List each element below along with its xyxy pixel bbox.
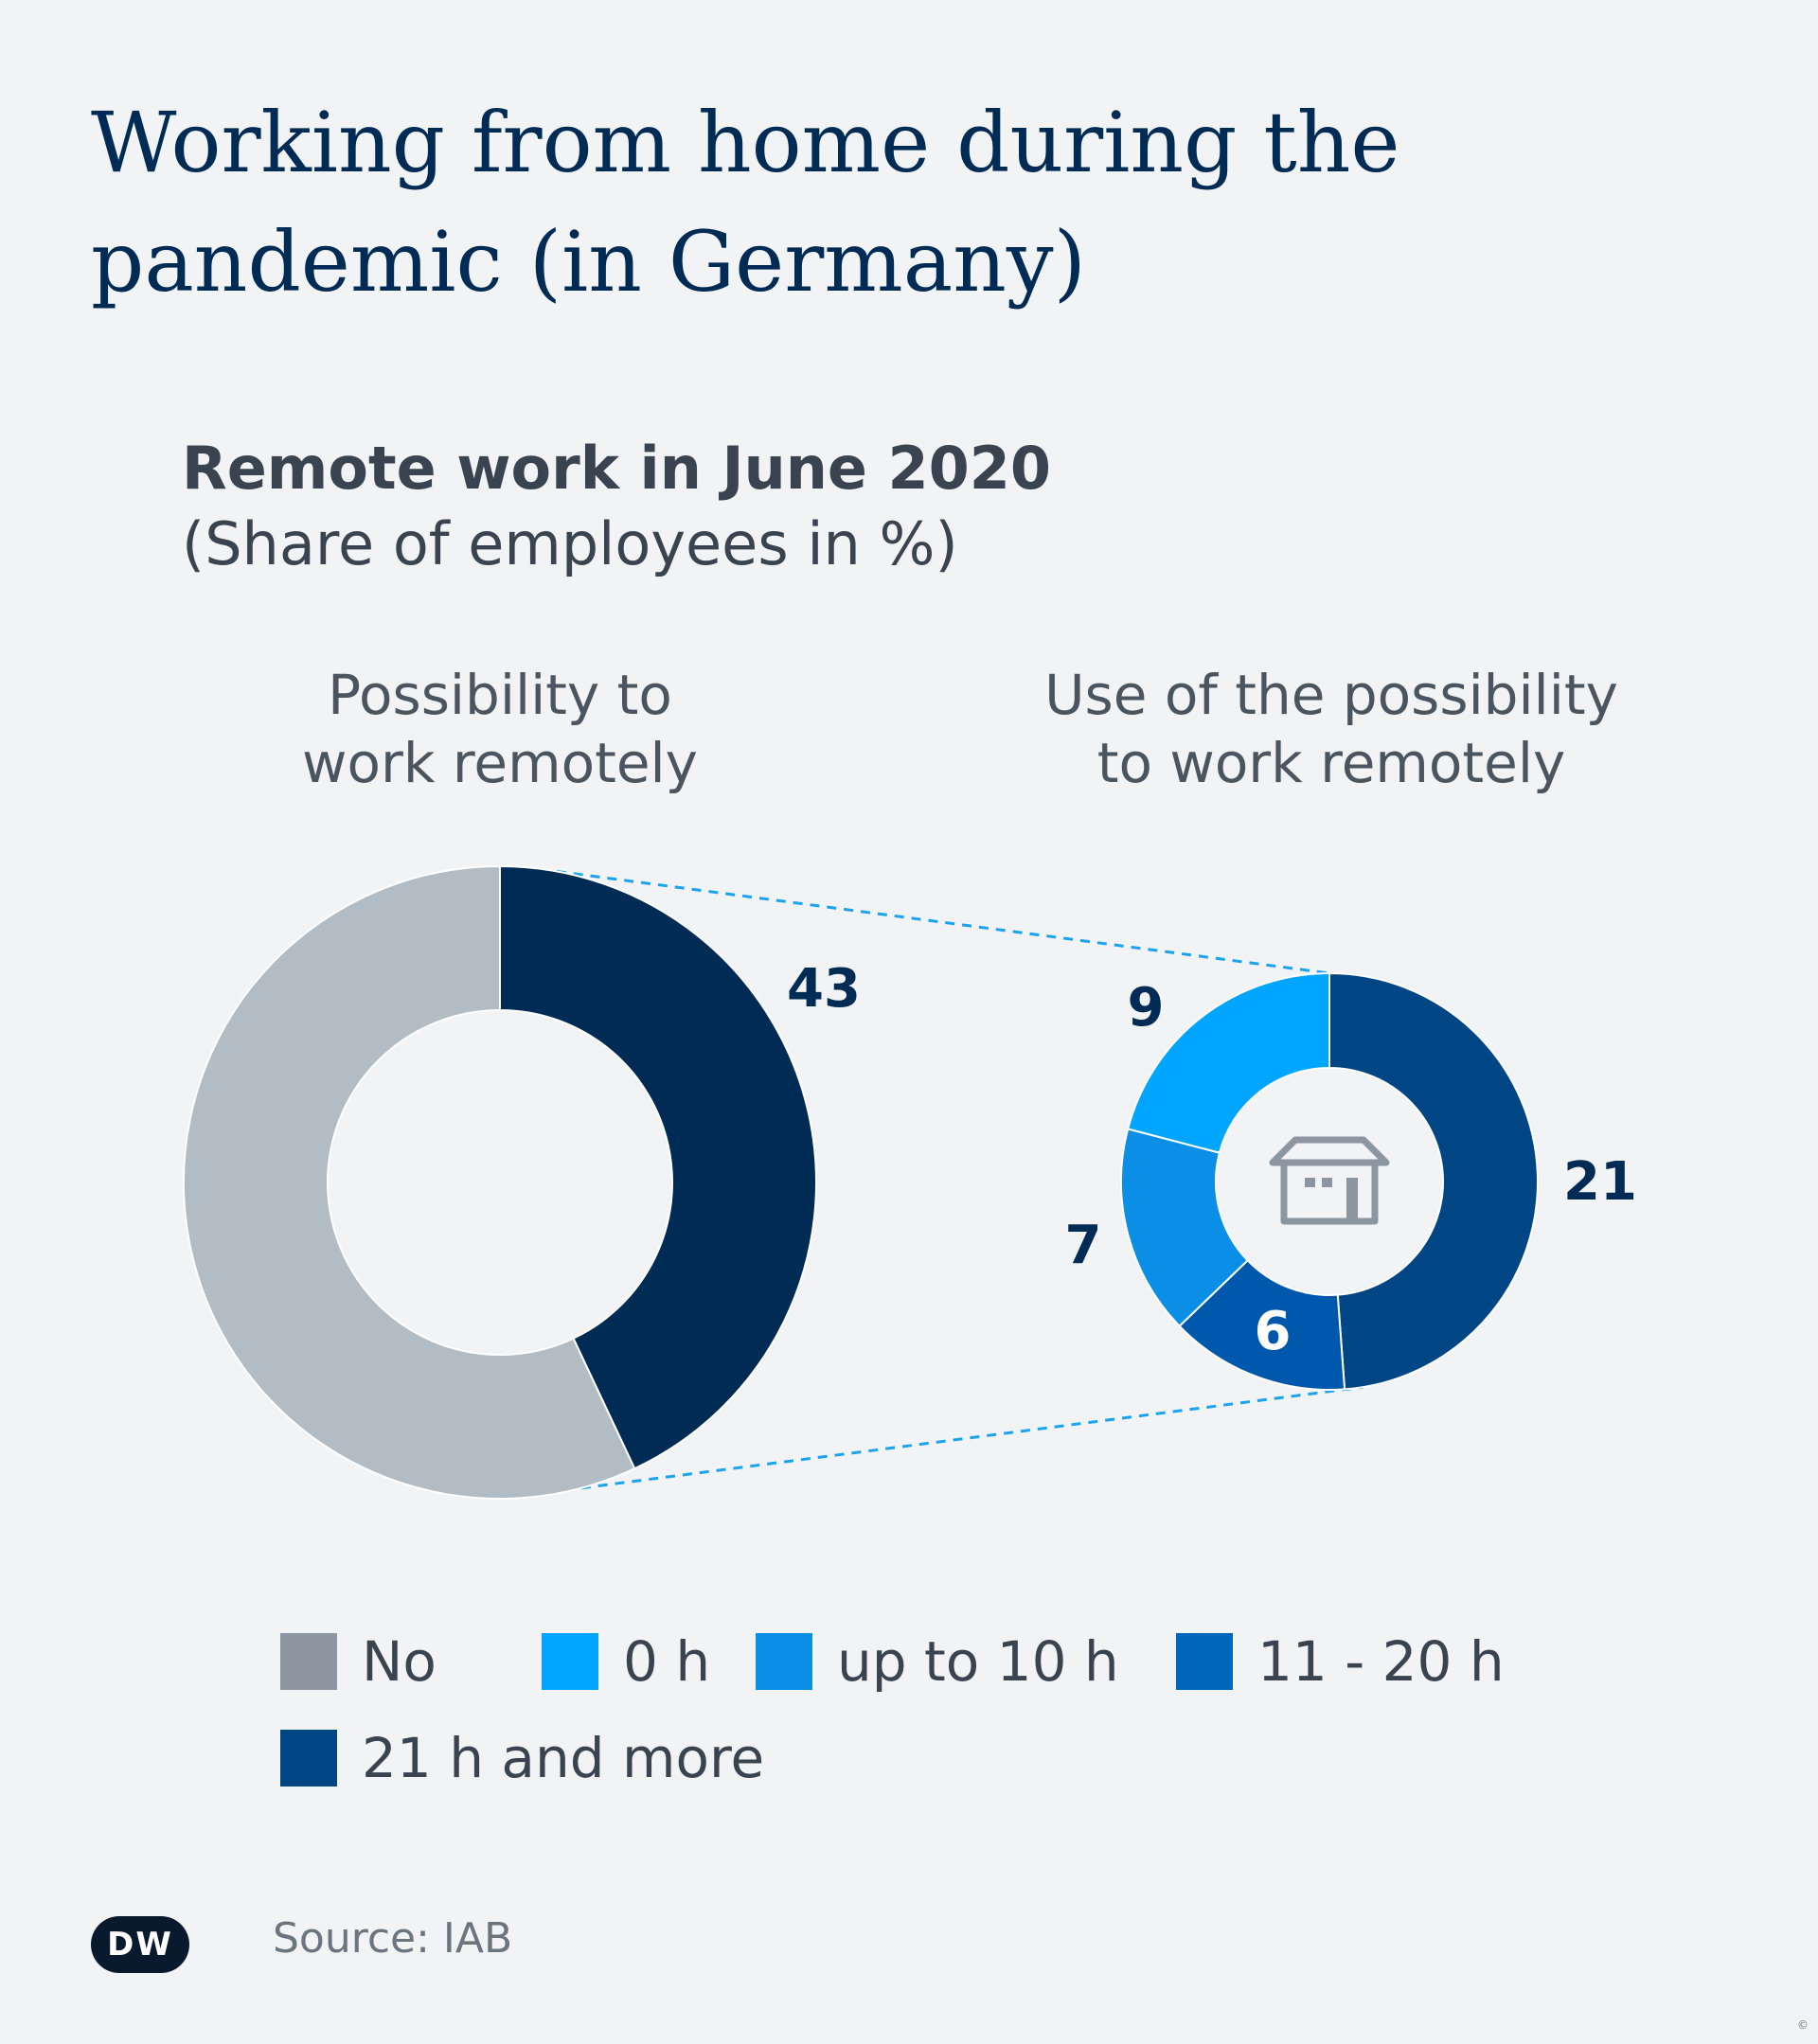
- legend-item-no: No: [280, 1628, 437, 1695]
- house-walls: [1280, 1163, 1379, 1225]
- left-panel-label-line1: Possibility to: [328, 663, 672, 727]
- donut-2-value-label: 6: [1255, 1301, 1292, 1362]
- source-note: Source: IAB: [273, 1914, 513, 1963]
- donut-2-slice: [1126, 971, 1330, 1154]
- donut-1-slice: [183, 864, 636, 1500]
- house-window: [1322, 1178, 1332, 1187]
- house-window: [1305, 1178, 1315, 1187]
- legend-swatch: [280, 1730, 337, 1786]
- house-icon: [1269, 1136, 1390, 1225]
- connector-line-bottom: [580, 1385, 1364, 1490]
- legend-item-11-20h: 11 - 20 h: [1176, 1628, 1505, 1695]
- house-door: [1346, 1178, 1358, 1221]
- legend-swatch: [542, 1633, 598, 1690]
- donut-2-value-label: 9: [1128, 977, 1165, 1039]
- house-roof: [1269, 1136, 1390, 1166]
- donut-1-value-label: 43: [787, 958, 861, 1020]
- legend-label: No: [362, 1629, 437, 1694]
- chart-subtitle: Remote work in June 2020: [182, 434, 1052, 503]
- copyright-mark: ©: [1797, 2018, 1809, 2032]
- right-panel-label-line2: to work remotely: [1096, 731, 1566, 795]
- legend-item-up-to-10h: up to 10 h: [756, 1628, 1119, 1695]
- connector-line-top: [556, 869, 1330, 975]
- right-panel-label-line1: Use of the possibility: [1044, 663, 1618, 727]
- legend-label: 0 h: [623, 1629, 711, 1694]
- left-panel-label: Possibility to work remotely: [140, 661, 860, 797]
- left-panel-label-line2: work remotely: [302, 731, 698, 795]
- legend-swatch: [280, 1633, 337, 1690]
- legend-swatch: [756, 1633, 812, 1690]
- donut-charts: 43 21 6 7 9: [183, 864, 1637, 1500]
- legend-label: 11 - 20 h: [1257, 1629, 1505, 1694]
- donut-2-value-label: 7: [1065, 1215, 1102, 1276]
- donut-2-slice: [1120, 1128, 1250, 1328]
- chart-title: Working from home during the pandemic (i…: [91, 94, 1400, 311]
- dw-logo: DW: [91, 1916, 189, 1973]
- donut-1-slice: [499, 864, 817, 1470]
- right-panel-label: Use of the possibility to work remotely: [971, 661, 1691, 797]
- legend-label: up to 10 h: [837, 1629, 1119, 1694]
- legend-label: 21 h and more: [362, 1726, 765, 1790]
- donut-2-slice: [1328, 971, 1539, 1391]
- legend-item-0h: 0 h: [542, 1628, 710, 1695]
- legend-item-21h-and-more: 21 h and more: [280, 1725, 764, 1791]
- unit-note: (Share of employees in %): [182, 509, 958, 578]
- legend-swatch: [1176, 1633, 1233, 1690]
- donut-2-value-label: 21: [1563, 1151, 1637, 1213]
